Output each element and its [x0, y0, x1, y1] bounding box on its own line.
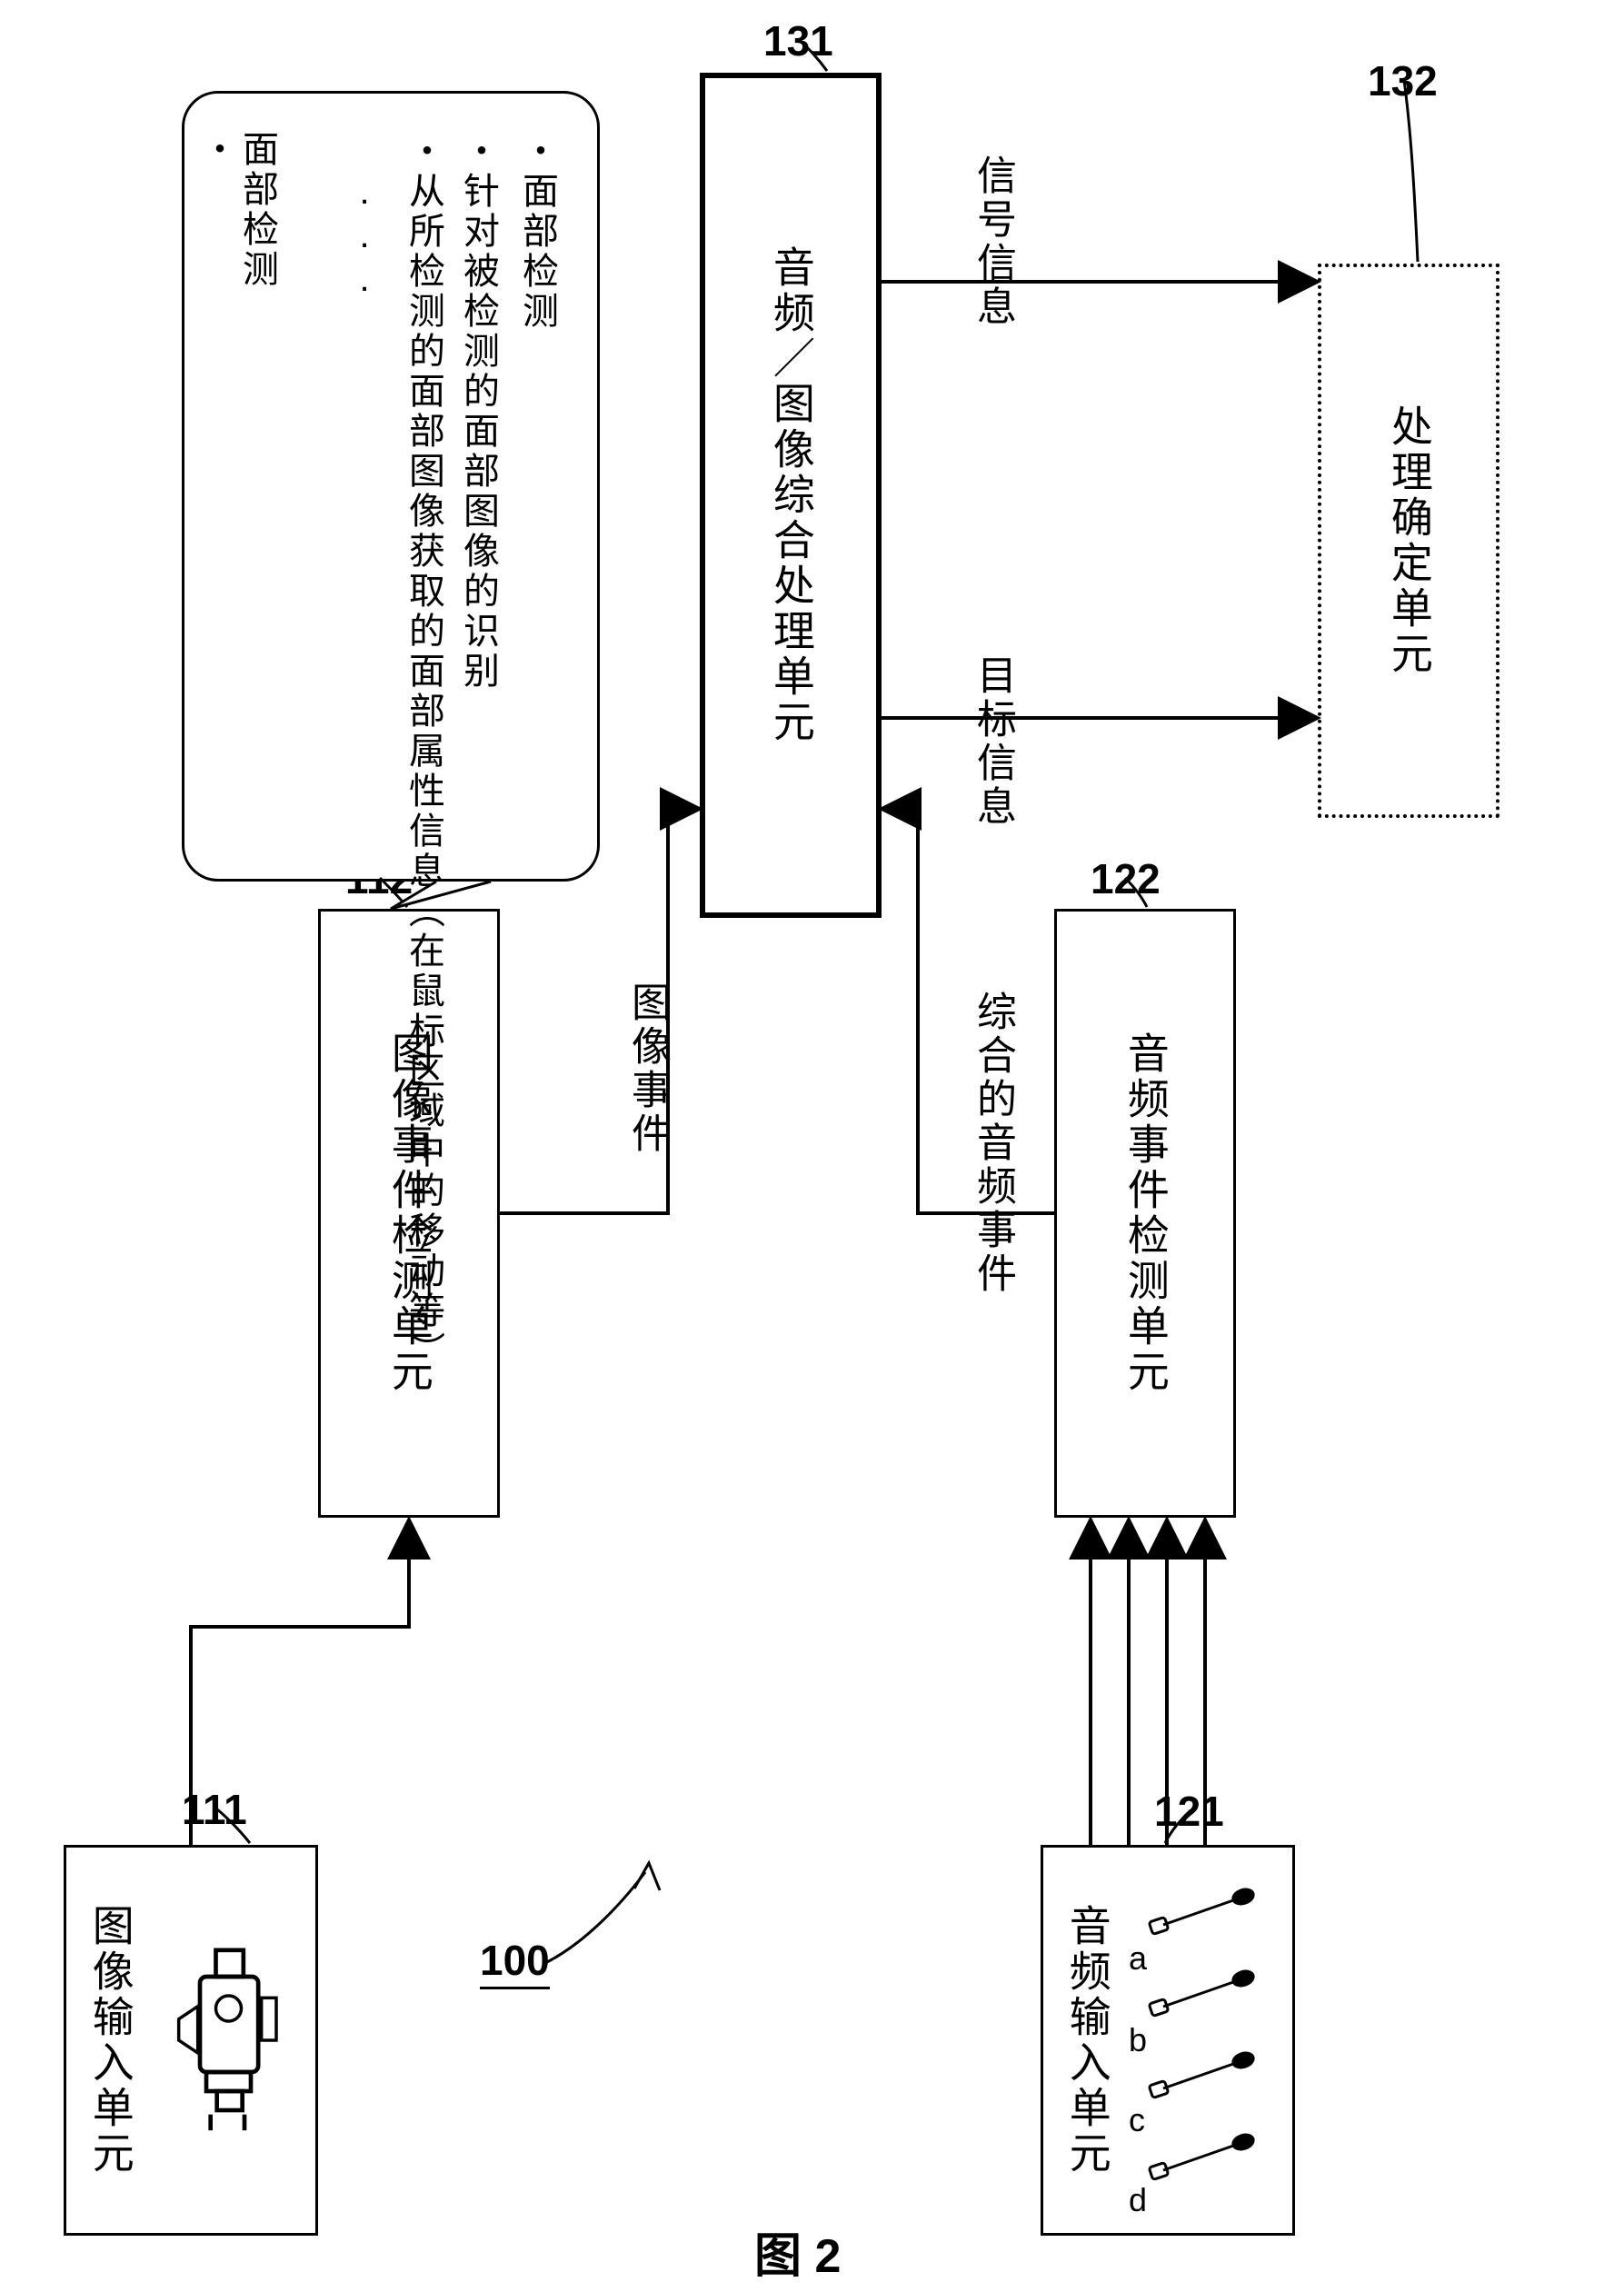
ref-audio-event-num: 122: [1091, 855, 1161, 902]
ref-system: 100: [480, 1936, 550, 1989]
edge-label-signal-info: 信号信息: [963, 154, 1021, 329]
label-audio-event: 音频事件检测单元: [1118, 1031, 1172, 1395]
box-determination: 处理确定单元: [1318, 264, 1499, 818]
camera-icon: [168, 1922, 295, 2158]
ref-determination-num: 132: [1368, 57, 1438, 105]
box-audio-input: 音频输入单元: [1041, 1845, 1295, 2236]
callout-content: ・面部检测 ・针对被检测的面部图像的识别 ・从所检测的面部图像获取的面部属性信息…: [182, 91, 600, 882]
callout-line-2: ・从所检测的面部图像获取的面部属性信息（在鼠标区域中的移动等）: [402, 132, 445, 845]
ref-system-num: 100: [480, 1937, 550, 1989]
mic-label-d: d: [1129, 2181, 1147, 2219]
box-integrated: 音频／图像综合处理单元: [700, 73, 882, 918]
callout-line-1: ・针对被检测的面部图像的识别: [456, 132, 500, 845]
mic-icons: [1145, 1879, 1281, 2207]
ref-integrated-num: 131: [763, 17, 833, 65]
edge-label-audio-event: 综合的音频事件: [963, 991, 1021, 1296]
ref-audio-input: 121: [1154, 1787, 1224, 1836]
box-audio-event: 音频事件检测单元: [1054, 909, 1236, 1518]
ref-image-input: 111: [182, 1785, 247, 1834]
label-image-input: 图像输入单元: [83, 1904, 137, 2177]
ref-audio-event: 122: [1091, 854, 1161, 903]
ref-integrated: 131: [763, 16, 833, 65]
figure-label: 图 2: [754, 2217, 841, 2286]
edge-label-image-event: 图像事件: [618, 982, 676, 1156]
box-image-input: 图像输入单元: [64, 1845, 318, 2236]
edge-label-target-info: 目标信息: [963, 654, 1021, 829]
mic-label-b: b: [1129, 2021, 1147, 2059]
label-integrated: 音频／图像综合处理单元: [763, 245, 818, 745]
ref-image-input-num: 111: [182, 1786, 247, 1833]
callout-line-3: ...: [338, 132, 391, 845]
ref-determination: 132: [1368, 56, 1438, 105]
label-determination: 处理确定单元: [1381, 404, 1436, 677]
callout-line-0: ・面部检测: [511, 132, 563, 845]
label-audio-input: 音频输入单元: [1060, 1904, 1114, 2177]
ref-audio-input-num: 121: [1154, 1788, 1224, 1835]
mic-label-a: a: [1129, 1939, 1147, 1978]
mic-label-c: c: [1129, 2101, 1145, 2139]
diagram-canvas: 100 图像输入单元 111 图像事件检测单元 112 音频输入单元: [0, 0, 1624, 2292]
